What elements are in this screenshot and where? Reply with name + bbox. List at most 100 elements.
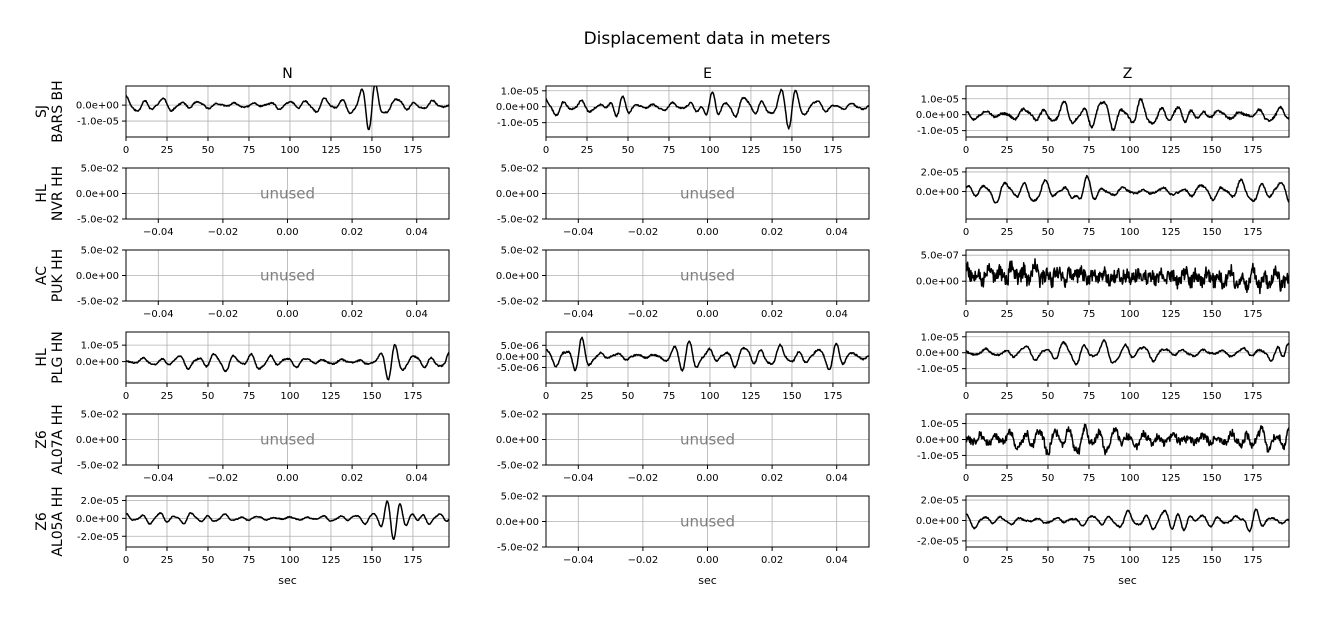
x-tick-label: 50 [622, 391, 635, 402]
x-tick-label: 0.02 [761, 309, 783, 320]
axes-frame [125, 249, 450, 302]
x-tick-label: 25 [1001, 227, 1014, 238]
station-label: BARS BH [50, 80, 66, 142]
x-tick-label: 175 [1243, 309, 1262, 320]
y-tick-label: 5.0e-07 [921, 251, 959, 262]
x-axis-label-Z: sec [1118, 574, 1137, 587]
column-title-E: E [703, 66, 712, 82]
x-tick-label: 125 [321, 555, 340, 566]
x-tick-label: 75 [1083, 227, 1096, 238]
y-tick-label: 0.0e+00 [916, 110, 959, 121]
x-tick-label: 125 [1161, 391, 1180, 402]
x-tick-label: 25 [161, 391, 174, 402]
y-tick-label: 1.0e-05 [921, 332, 959, 343]
y-tick-label: 2.0e-05 [921, 167, 959, 178]
x-tick-label: 125 [1161, 473, 1180, 484]
x-tick-label: −0.02 [208, 473, 239, 484]
x-tick-label: 75 [663, 391, 676, 402]
y-tick-label: 0.0e+00 [916, 516, 959, 527]
x-tick-label: 75 [663, 145, 676, 156]
y-tick-label: 2.0e-05 [921, 496, 959, 507]
axes-frame [125, 331, 450, 384]
x-tick-label: 100 [1120, 391, 1139, 402]
y-tick-label: -5.0e-02 [77, 461, 119, 472]
y-tick-label: 0.0e+00 [76, 514, 119, 525]
y-tick-label: 5.0e-02 [501, 410, 539, 421]
x-tick-label: 0.04 [826, 309, 848, 320]
x-tick-label: 125 [321, 145, 340, 156]
x-tick-label: 175 [1243, 145, 1262, 156]
x-tick-label: 150 [362, 145, 381, 156]
column-title-Z: Z [1123, 66, 1133, 82]
x-tick-label: 100 [280, 555, 299, 566]
axes-frame [125, 413, 450, 466]
station-label: PUK HH [50, 249, 66, 302]
x-tick-label: −0.04 [563, 555, 594, 566]
x-tick-label: 0.00 [276, 309, 298, 320]
x-tick-label: 25 [161, 555, 174, 566]
x-tick-label: 125 [1161, 309, 1180, 320]
x-tick-label: 0 [963, 391, 969, 402]
y-tick-label: -1.0e-05 [917, 126, 959, 137]
station-label: AC [34, 266, 50, 285]
x-tick-label: 50 [202, 555, 215, 566]
x-tick-label: −0.04 [143, 227, 174, 238]
y-tick-label: 1.0e-05 [81, 341, 119, 352]
x-tick-label: 175 [1243, 473, 1262, 484]
x-tick-label: 0.00 [276, 473, 298, 484]
x-tick-label: 25 [1001, 473, 1014, 484]
y-tick-label: 5.0e-02 [81, 410, 119, 421]
y-tick-label: 0.0e+00 [76, 189, 119, 200]
y-tick-label: -5.0e-02 [497, 215, 539, 226]
y-tick-label: 5.0e-06 [501, 341, 539, 352]
x-tick-label: 125 [741, 391, 760, 402]
y-tick-label: -5.0e-02 [77, 215, 119, 226]
x-tick-label: 0.04 [826, 473, 848, 484]
x-tick-label: 0.00 [696, 309, 718, 320]
x-tick-label: −0.04 [563, 227, 594, 238]
x-tick-label: 175 [823, 391, 842, 402]
axes-frame [125, 495, 450, 548]
y-tick-label: -1.0e-05 [77, 117, 119, 128]
y-tick-label: 0.0e+00 [76, 101, 119, 112]
axes-frame [545, 167, 870, 220]
y-tick-label: -5.0e-02 [497, 297, 539, 308]
x-tick-label: −0.02 [628, 555, 659, 566]
x-tick-label: 75 [1083, 555, 1096, 566]
x-tick-label: 25 [1001, 145, 1014, 156]
y-tick-label: 5.0e-02 [81, 164, 119, 175]
x-tick-label: 75 [243, 391, 256, 402]
y-tick-label: -1.0e-05 [917, 364, 959, 375]
y-tick-label: -5.0e-02 [77, 297, 119, 308]
x-tick-label: 25 [161, 145, 174, 156]
x-tick-label: 25 [1001, 391, 1014, 402]
y-tick-label: 0.0e+00 [916, 277, 959, 288]
x-tick-label: 100 [1120, 309, 1139, 320]
x-tick-label: 0.04 [406, 473, 428, 484]
trace-N [126, 343, 449, 381]
y-tick-label: -5.0e-06 [497, 363, 539, 374]
x-tick-label: 0.02 [761, 473, 783, 484]
x-tick-label: 0 [963, 227, 969, 238]
x-tick-label: 0.02 [341, 473, 363, 484]
x-tick-label: 150 [1202, 555, 1221, 566]
station-label: HL [34, 184, 50, 203]
station-label: Z6 [34, 512, 50, 531]
y-tick-label: 0.0e+00 [76, 271, 119, 282]
station-label: AL07A HH [50, 404, 66, 474]
y-tick-label: -5.0e-02 [497, 461, 539, 472]
y-tick-label: 0.0e+00 [496, 102, 539, 113]
x-tick-label: 100 [1120, 555, 1139, 566]
x-tick-label: 175 [403, 555, 422, 566]
x-axis-label-N: sec [278, 574, 297, 587]
station-label: SJ [34, 105, 50, 118]
column-title-N: N [282, 66, 292, 82]
x-tick-label: 100 [280, 145, 299, 156]
x-tick-label: 125 [1161, 555, 1180, 566]
x-tick-label: 0.04 [406, 309, 428, 320]
y-tick-label: -2.0e-05 [917, 536, 959, 547]
x-tick-label: 25 [1001, 309, 1014, 320]
x-tick-label: 150 [782, 391, 801, 402]
y-tick-label: 0.0e+00 [916, 435, 959, 446]
